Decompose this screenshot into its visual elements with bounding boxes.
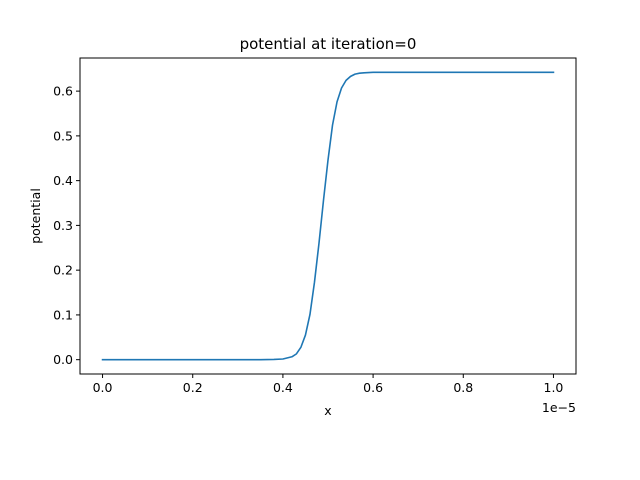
x-tick-label: 0.8 xyxy=(453,380,473,395)
x-axis: 0.0 0.2 0.4 0.6 0.8 1.0 xyxy=(93,374,564,395)
axes-frame xyxy=(79,57,577,375)
x-tick-label: 0.4 xyxy=(273,380,293,395)
x-tick-label: 0.0 xyxy=(93,380,113,395)
x-tick-label: 0.2 xyxy=(183,380,203,395)
plot-area xyxy=(101,71,555,361)
y-tick-label: 0.2 xyxy=(53,263,73,278)
y-tick-label: 0.4 xyxy=(53,173,73,188)
y-tick-label: 0.3 xyxy=(53,218,73,233)
x-axis-offset-label: 1e−5 xyxy=(542,400,576,415)
y-tick-label: 0.0 xyxy=(53,352,73,367)
y-tick-label: 0.6 xyxy=(53,84,73,99)
y-tick-label: 0.5 xyxy=(53,128,73,143)
x-tick-label: 1.0 xyxy=(544,380,564,395)
x-tick-label: 0.6 xyxy=(363,380,383,395)
series-line xyxy=(101,71,555,361)
y-axis: 0.0 0.1 0.2 0.3 0.4 0.5 0.6 xyxy=(53,84,80,367)
y-tick-label: 0.1 xyxy=(53,307,73,322)
chart-title: potential at iteration=0 xyxy=(240,35,417,53)
x-axis-label: x xyxy=(324,403,331,418)
y-axis-label: potential xyxy=(28,188,43,244)
